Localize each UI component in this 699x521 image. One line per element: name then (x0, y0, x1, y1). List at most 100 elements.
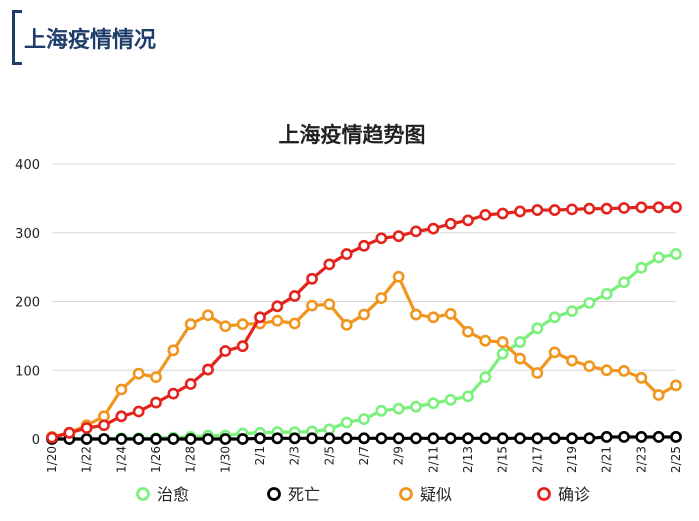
data-point (635, 431, 648, 443)
data-point (652, 201, 665, 214)
legend-item: 疑似 (399, 485, 452, 504)
data-point (392, 230, 405, 243)
data-point (358, 413, 370, 425)
data-point (132, 405, 145, 418)
data-point (202, 433, 214, 445)
data-point (392, 432, 405, 445)
x-tick-label: 2/9 (392, 446, 406, 465)
x-tick-label: 2/19 (565, 446, 579, 473)
data-point (271, 432, 284, 445)
data-point (635, 201, 648, 214)
data-point (375, 232, 388, 245)
data-point (531, 367, 544, 379)
data-point (254, 432, 266, 445)
legend: 治愈 死亡 疑似 确诊 (136, 485, 590, 504)
y-axis-ticks: 0 100 200 300 400 (15, 158, 40, 448)
data-point (566, 203, 578, 216)
data-point (254, 311, 266, 324)
data-point (288, 432, 301, 445)
data-point (46, 431, 58, 444)
data-point (410, 308, 422, 321)
data-point (583, 360, 596, 373)
series-确诊 (46, 201, 682, 444)
x-tick-label: 2/3 (288, 446, 302, 465)
data-point (427, 397, 440, 410)
data-point (392, 270, 405, 283)
x-tick-label: 2/21 (600, 446, 614, 473)
x-tick-label: 2/1 (253, 446, 267, 465)
data-point (80, 433, 93, 445)
data-point (98, 433, 110, 445)
x-tick-label: 2/15 (496, 446, 510, 473)
x-tick-label: 1/30 (218, 446, 232, 473)
data-point (132, 433, 145, 445)
data-point (479, 371, 492, 384)
data-point (583, 296, 596, 309)
y-tick-label: 400 (15, 158, 40, 173)
data-point (652, 431, 665, 443)
data-point (496, 207, 509, 220)
data-point (202, 309, 214, 322)
data-point (496, 336, 509, 348)
legend-marker (267, 487, 281, 501)
data-point (340, 318, 353, 331)
data-point (670, 248, 682, 260)
legend-label: 死亡 (288, 485, 320, 504)
x-tick-label: 2/23 (634, 446, 648, 473)
data-point (358, 432, 370, 445)
data-point (462, 390, 474, 403)
legend-label: 治愈 (157, 485, 189, 504)
data-point (306, 299, 318, 312)
data-point (618, 276, 630, 289)
series-line (52, 252, 677, 441)
data-point (531, 432, 544, 445)
data-point (98, 419, 110, 432)
data-point (583, 432, 596, 445)
data-point (566, 305, 578, 318)
chart-title: 上海疫情趋势图 (279, 123, 426, 147)
data-point (323, 432, 336, 445)
data-point (288, 317, 301, 330)
data-point (462, 214, 474, 227)
x-tick-label: 1/28 (184, 446, 198, 473)
data-point (600, 431, 613, 443)
data-point (479, 432, 492, 445)
data-point (167, 433, 180, 445)
data-point (618, 431, 630, 443)
y-tick-label: 300 (15, 227, 40, 242)
x-tick-label: 1/20 (45, 446, 59, 473)
data-point (548, 204, 561, 216)
data-point (652, 251, 665, 264)
data-point (496, 347, 509, 360)
data-point (150, 371, 162, 384)
data-point (410, 432, 422, 445)
x-tick-label: 1/22 (80, 446, 94, 473)
data-point (600, 202, 613, 215)
data-point (323, 298, 336, 311)
data-point (340, 416, 353, 429)
data-point (444, 307, 457, 320)
data-point (375, 432, 388, 445)
data-point (306, 432, 318, 445)
data-point (548, 311, 561, 324)
data-point (271, 314, 284, 327)
data-point (514, 336, 526, 348)
data-point (514, 352, 526, 365)
data-point (219, 320, 232, 333)
data-point (462, 432, 474, 445)
data-point (63, 426, 76, 439)
data-point (670, 201, 682, 214)
x-tick-label: 2/25 (669, 446, 683, 473)
data-point (548, 432, 561, 445)
data-point (236, 340, 249, 353)
data-point (219, 345, 232, 357)
data-point (427, 432, 440, 445)
legend-label: 疑似 (420, 485, 452, 504)
data-point (635, 261, 648, 274)
legend-marker (399, 487, 413, 501)
data-point (167, 344, 180, 357)
legend-marker (537, 487, 551, 501)
series-line (51, 275, 677, 439)
data-point (462, 325, 474, 338)
data-point (652, 389, 665, 401)
